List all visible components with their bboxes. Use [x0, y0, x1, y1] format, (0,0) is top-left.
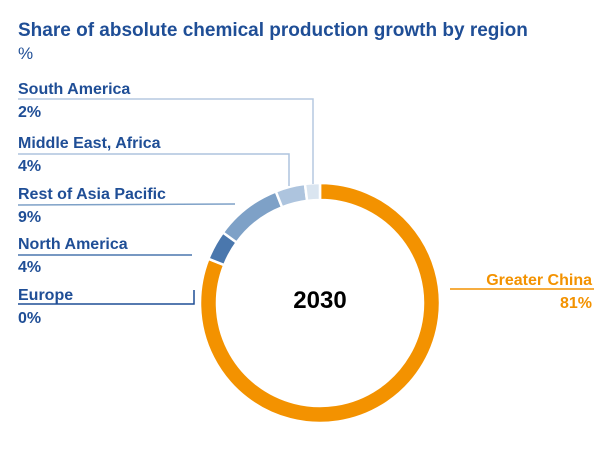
label-middle-east-africa: Middle East, Africa 4% [18, 135, 161, 175]
label-north-america: North America 4% [18, 236, 128, 276]
label-rest-of-asia-pacific: Rest of Asia Pacific 9% [18, 186, 166, 226]
chart-title: Share of absolute chemical production gr… [18, 20, 528, 41]
chart-unit: % [18, 44, 34, 63]
slice-middle-east-africa [274, 182, 309, 209]
label-greater-china: Greater China 81% [486, 272, 592, 312]
leader-europe [18, 290, 195, 305]
slice-greater-china [198, 181, 442, 425]
center-label: 2030 [293, 287, 347, 314]
label-europe: Europe 0% [18, 287, 74, 327]
slice-rest-of-asia-pacific [221, 189, 284, 245]
leader-middle-east-africa [18, 153, 290, 186]
label-south-america: South America 2% [18, 81, 131, 121]
leader-south-america [18, 98, 314, 184]
slice-south-america [303, 181, 322, 203]
leader-rest-of-asia-pacific [17, 203, 236, 206]
